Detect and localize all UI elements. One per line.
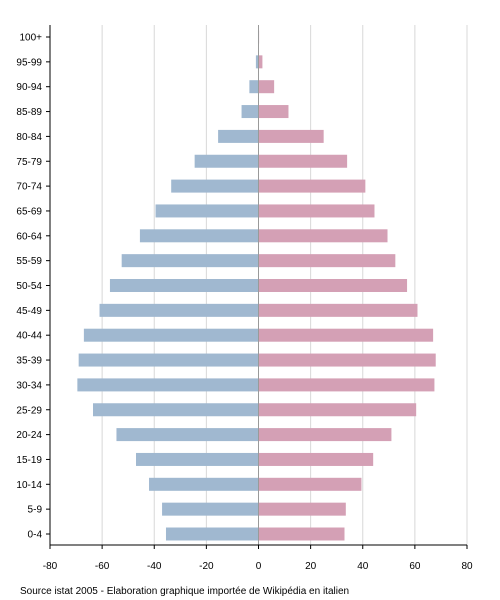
bar-left (255, 55, 259, 69)
bar-right (258, 129, 324, 143)
y-tick-label: 30-34 (16, 380, 42, 391)
bar-left (139, 229, 259, 243)
axes (46, 25, 468, 549)
y-tick-label: 45-49 (16, 306, 42, 317)
x-tick-labels: -80 -60 -40 -20 0 20 40 60 80 (43, 561, 473, 572)
y-tick-label: 65-69 (16, 206, 42, 217)
y-tick-label: 20-24 (16, 430, 42, 441)
bar-right (258, 279, 408, 292)
bar-left (149, 477, 259, 491)
bars (77, 30, 436, 541)
bar-left (121, 254, 259, 268)
bar-left (171, 179, 259, 193)
bar-right (258, 353, 436, 367)
bar-left (241, 105, 259, 119)
bar-left (155, 204, 259, 218)
bar-right (258, 477, 362, 491)
bar-right (258, 452, 374, 466)
bar-left (165, 527, 259, 541)
bar-left (116, 428, 259, 442)
x-tick-label: -80 (43, 561, 58, 572)
bar-right (258, 254, 396, 268)
bar-right (258, 55, 263, 69)
y-tick-label: 80-84 (16, 132, 42, 143)
bar-left (162, 502, 259, 516)
y-tick-label: 40-44 (16, 331, 42, 342)
y-tick-label: 50-54 (16, 281, 42, 292)
bar-right (258, 229, 388, 243)
y-tick-label: 5-9 (28, 505, 43, 516)
bar-right (258, 105, 289, 119)
y-tick-label: 55-59 (16, 256, 42, 267)
bar-right (258, 328, 434, 342)
bar-right (258, 502, 346, 516)
y-tick-label: 35-39 (16, 356, 42, 367)
bar-left (99, 303, 259, 317)
bar-left (194, 154, 259, 168)
bar-left (249, 80, 259, 94)
bar-left (78, 353, 259, 367)
y-tick-label: 70-74 (16, 182, 42, 193)
y-tick-label: 0-4 (28, 530, 43, 541)
bar-right (258, 154, 348, 168)
y-tick-label: 60-64 (16, 231, 42, 242)
bar-right (258, 179, 366, 193)
bar-right (258, 303, 418, 317)
y-tick-label: 10-14 (16, 480, 42, 491)
bar-left (218, 129, 259, 143)
y-tick-labels: 100+ 95-99 90-94 85-89 80-84 75-79 70-74 65-69 6… (16, 33, 42, 541)
bar-left (77, 378, 259, 392)
bar-right (258, 403, 417, 417)
y-tick-label: 100+ (19, 33, 42, 44)
x-tick-label: 40 (357, 561, 369, 572)
y-tick-label: 75-79 (16, 157, 42, 168)
y-tick-label: 90-94 (16, 82, 42, 93)
x-tick-label: 80 (461, 561, 473, 572)
x-tick-label: 20 (305, 561, 317, 572)
bar-left (136, 452, 259, 466)
x-tick-label: -60 (95, 561, 110, 572)
x-tick-label: -20 (199, 561, 214, 572)
bar-right (258, 204, 375, 218)
source-caption: Source istat 2005 - Elaboration graphiqu… (20, 586, 349, 597)
bar-right (258, 527, 345, 541)
bar-left (109, 279, 259, 292)
bar-right (258, 428, 392, 442)
y-tick-label: 25-29 (16, 405, 42, 416)
bar-left (93, 403, 259, 417)
bar-right (258, 378, 435, 392)
y-tick-label: 15-19 (16, 455, 42, 466)
y-tick-label: 85-89 (16, 107, 42, 118)
x-tick-label: -40 (147, 561, 162, 572)
bar-left (83, 328, 259, 342)
x-tick-label: 60 (409, 561, 421, 572)
bar-right (258, 80, 275, 94)
x-tick-label: 0 (256, 561, 262, 572)
y-tick-label: 95-99 (16, 57, 42, 68)
